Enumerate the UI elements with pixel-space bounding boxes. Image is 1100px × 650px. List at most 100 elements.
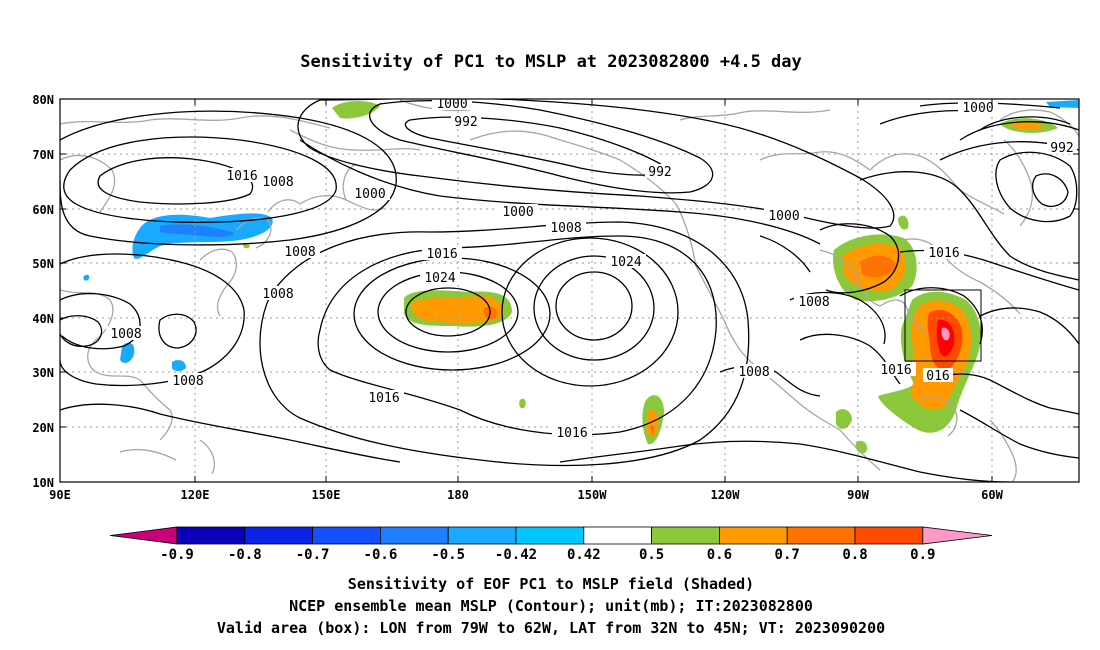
contour-labels: 1000 992 1000 992 1016 1008 1000 992 100… (106, 97, 1077, 441)
contour-label: 1008 (258, 174, 298, 190)
svg-text:1008: 1008 (262, 175, 293, 190)
colorbar-label: 0.42 (567, 547, 601, 563)
map-frame (59, 98, 1080, 483)
svg-text:1000: 1000 (436, 97, 467, 112)
lat-tick-label: 20N (32, 421, 54, 435)
lon-tick-label: 150E (312, 488, 341, 502)
contour-label: 1016 (924, 245, 964, 261)
contour-label: 1000 (764, 208, 804, 224)
contour-label: 1008 (168, 373, 208, 389)
colorbar-label: -0.42 (495, 547, 537, 563)
svg-text:1008: 1008 (738, 365, 769, 380)
colorbar-swatch (786, 526, 856, 545)
svg-text:1024: 1024 (424, 271, 455, 286)
valid-area-box (904, 289, 982, 362)
negative-region-south (172, 360, 186, 371)
lat-tick-label: 70N (32, 148, 54, 162)
longitude-labels: 90E 120E 150E 180 150W 120W 90W 60W (49, 488, 1003, 502)
svg-text:1008: 1008 (550, 221, 581, 236)
colorbar-swatch (719, 526, 788, 545)
contour-label: 992 (645, 164, 675, 180)
colorbar-swatch (176, 526, 246, 545)
caption-line-3: Valid area (box): LON from 79W to 62W, L… (217, 619, 885, 637)
lon-tick-label: 150W (578, 488, 608, 502)
contour-label: 992 (451, 114, 481, 130)
colorbar-swatch (583, 526, 652, 545)
contour-label: 1024 (420, 270, 460, 286)
contour-label: 1008 (794, 294, 834, 310)
latitude-labels: 80N 70N 60N 50N 40N 30N 20N 10N (32, 93, 54, 490)
svg-text:1008: 1008 (798, 295, 829, 310)
svg-text:1016: 1016 (368, 391, 399, 406)
svg-text:1008: 1008 (172, 374, 203, 389)
colorbar-label: 0.5 (639, 547, 664, 563)
contour-label: 1016 (552, 425, 592, 441)
contour-label: 1016 (364, 390, 404, 406)
graticule (60, 99, 1079, 482)
lon-tick-label: 180 (447, 488, 469, 502)
colorbar-label: -0.6 (364, 547, 398, 563)
lon-tick-label: 90W (847, 488, 869, 502)
svg-text:1016: 1016 (928, 246, 959, 261)
colorbar-label: 0.9 (910, 547, 935, 563)
svg-text:1000: 1000 (502, 205, 533, 220)
contour-label: 1008 (280, 244, 320, 260)
svg-text:016: 016 (926, 369, 949, 384)
svg-text:1016: 1016 (880, 363, 911, 378)
svg-text:992: 992 (454, 115, 477, 130)
axis-ticks (60, 98, 1079, 483)
caption-line-2: NCEP ensemble mean MSLP (Contour); unit(… (289, 597, 813, 615)
colorbar-label: -0.8 (228, 547, 262, 563)
contour-label: 1008 (546, 220, 586, 236)
colorbar-swatch (854, 526, 924, 545)
contour-label: 1016 (876, 362, 916, 378)
caption-line-1: Sensitivity of EOF PC1 to MSLP field (Sh… (348, 575, 754, 593)
contour-label: 1016 (422, 246, 462, 262)
colorbar-swatch (447, 526, 517, 545)
svg-text:1016: 1016 (226, 169, 257, 184)
lat-tick-label: 60N (32, 203, 54, 217)
contour-label: 1016 (222, 168, 262, 184)
colorbar-label: -0.7 (296, 547, 330, 563)
negative-region-arctic (1046, 100, 1079, 108)
svg-text:1016: 1016 (556, 426, 587, 441)
svg-text:992: 992 (1050, 141, 1073, 156)
colorbar-label: -0.5 (431, 547, 465, 563)
lat-tick-label: 80N (32, 93, 54, 107)
lon-tick-label: 120W (711, 488, 741, 502)
colorbar-min-triangle (109, 526, 178, 545)
colorbar-max-triangle (922, 526, 993, 545)
negative-region-sea (120, 342, 135, 363)
svg-text:1008: 1008 (110, 327, 141, 342)
lat-tick-label: 40N (32, 312, 54, 326)
negative-region-kamchatka-core (160, 224, 234, 237)
lon-tick-label: 90E (49, 488, 71, 502)
lon-tick-label: 120E (181, 488, 210, 502)
svg-text:1008: 1008 (262, 287, 293, 302)
svg-text:1008: 1008 (284, 245, 315, 260)
colorbar-label: -0.9 (160, 547, 194, 563)
svg-text:1016: 1016 (426, 247, 457, 262)
colorbar-label: 0.6 (707, 547, 732, 563)
colorbar: -0.9 -0.8 -0.7 -0.6 -0.5 -0.42 0.42 0.5 0.6 0.7 0.… (109, 526, 993, 563)
contour-label: 016 (923, 368, 953, 384)
contour-label: 992 (1047, 140, 1077, 156)
contour-label: 1000 (350, 186, 390, 202)
contour-label: 1024 (606, 254, 646, 270)
svg-text:1000: 1000 (354, 187, 385, 202)
colorbar-swatch (244, 526, 314, 545)
colorbar-swatch (312, 526, 381, 545)
mslp-contours (60, 99, 1079, 482)
svg-text:1024: 1024 (610, 255, 641, 270)
lat-tick-label: 50N (32, 257, 54, 271)
svg-text:1000: 1000 (962, 101, 993, 116)
colorbar-label: 0.7 (775, 547, 800, 563)
contour-label: 1000 (958, 100, 998, 116)
negative-region-kamchatka (132, 213, 273, 259)
lon-tick-label: 60W (981, 488, 1003, 502)
map-area: 1000 992 1000 992 1016 1008 1000 992 100… (60, 97, 1079, 482)
colorbar-swatch (379, 526, 449, 545)
lat-tick-label: 10N (32, 476, 54, 490)
colorbar-label: 0.8 (842, 547, 867, 563)
